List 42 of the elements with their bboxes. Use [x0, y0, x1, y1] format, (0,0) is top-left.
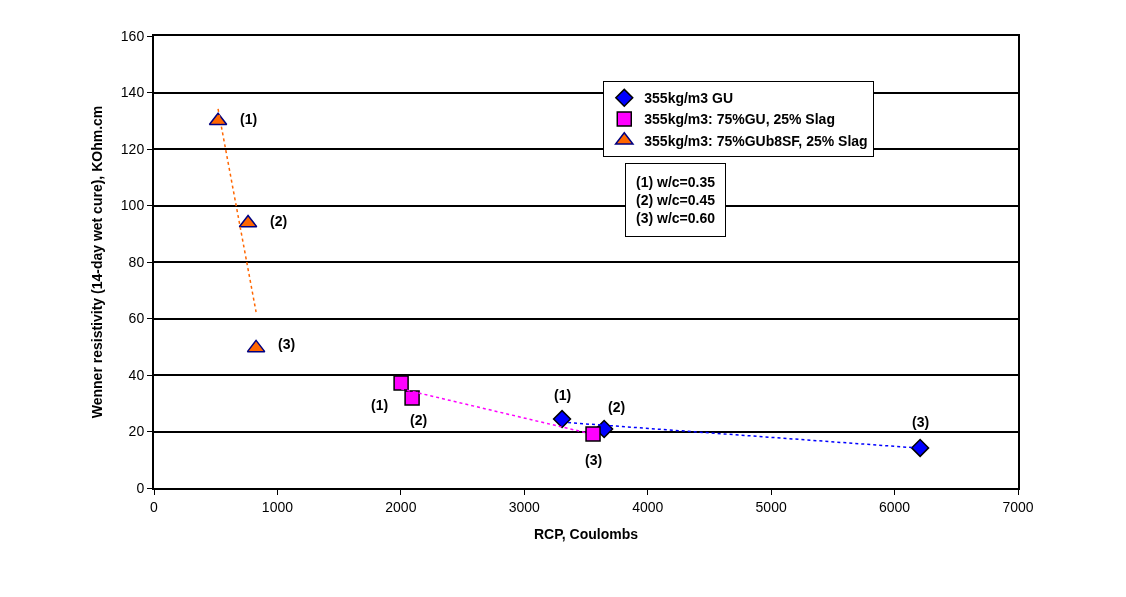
y-tick-label: 0	[136, 479, 145, 496]
annotation: (1)	[371, 397, 389, 413]
annotation: (3)	[585, 452, 603, 468]
point	[552, 409, 572, 429]
annotation: (3) w/c=0.60	[636, 210, 716, 227]
legend-label: 355kg/m3: 75%GUb8SF, 25% Slag	[644, 132, 868, 149]
y-tick-label: 40	[128, 366, 145, 383]
point	[208, 112, 228, 126]
x-tick-label: 1000	[261, 498, 294, 515]
annotation: (2)	[410, 412, 428, 428]
annotation: (1) w/c=0.35	[636, 174, 716, 190]
annotation: (1)	[240, 111, 258, 127]
y-tick-label: 160	[120, 27, 145, 44]
annotation: (1)	[554, 387, 572, 403]
x-axis-title: RCP, Coulombs	[534, 525, 639, 542]
legend-label: 355kg/m3 GU	[644, 90, 733, 107]
point	[910, 438, 930, 458]
x-tick-label: 0	[150, 498, 159, 515]
y-tick-label: 20	[128, 423, 145, 440]
annotation: (2) w/c=0.45	[636, 192, 716, 209]
annotation: (2)	[608, 399, 626, 415]
annotation: (3)	[912, 414, 930, 430]
annotation: (2)	[270, 213, 288, 229]
y-tick-label: 100	[120, 197, 145, 214]
point	[246, 339, 266, 353]
y-tick-label: 60	[128, 310, 145, 327]
y-tick-label: 140	[120, 84, 145, 101]
y-axis-title: Wenner resistivity (14-day wet cure), KOhm.cm	[88, 105, 105, 419]
point	[238, 214, 258, 228]
annotation: (3)	[278, 336, 296, 352]
legend-label: 355kg/m3: 75%GU, 25% Slag	[644, 111, 835, 128]
y-tick-label: 120	[120, 140, 145, 157]
x-tick-label: 3000	[508, 498, 541, 515]
point	[585, 426, 601, 442]
y-tick-label: 80	[128, 253, 145, 270]
point	[393, 375, 409, 391]
x-tick-label: 6000	[878, 498, 911, 515]
x-tick-label: 5000	[755, 498, 787, 515]
x-tick-label: 4000	[632, 498, 664, 515]
x-tick-label: 2000	[385, 498, 417, 515]
point	[404, 390, 420, 406]
x-tick-label: 7000	[1002, 498, 1034, 515]
